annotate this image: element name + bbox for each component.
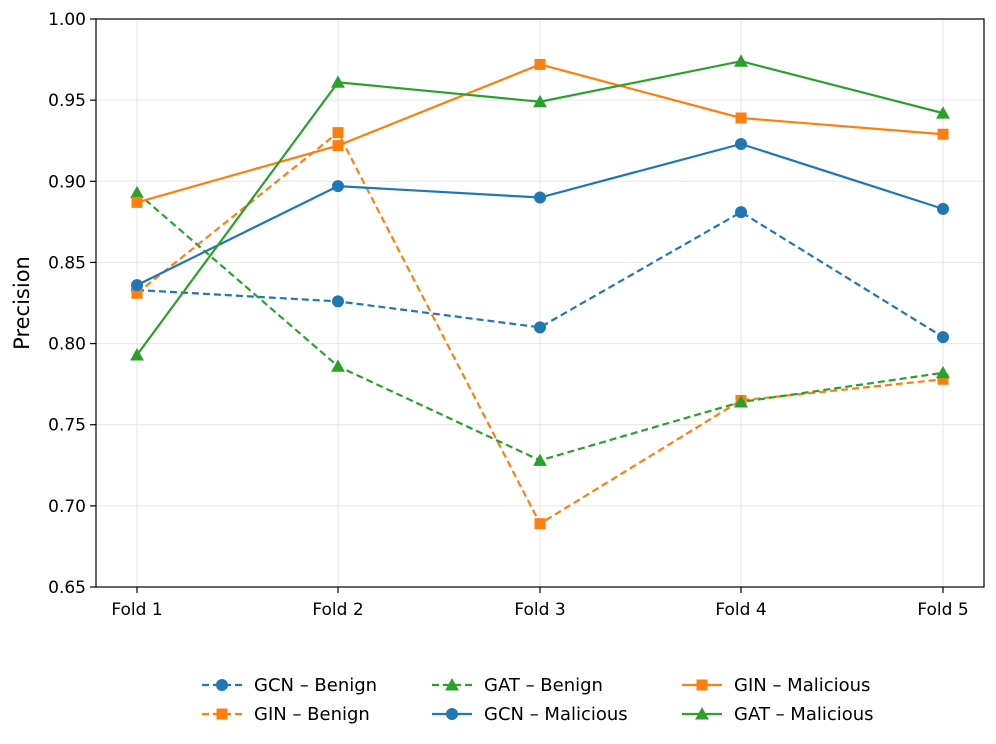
data-point (130, 185, 144, 199)
legend-marker (445, 678, 459, 691)
series-4 (131, 58, 949, 208)
data-point (533, 94, 547, 108)
legend-label: GAT – Malicious (734, 704, 874, 725)
legend-label: GIN – Benign (254, 704, 370, 725)
y-tick-label: 0.70 (48, 497, 86, 517)
y-tick-label: 0.80 (48, 335, 86, 355)
legend-marker (695, 707, 709, 720)
data-point (131, 196, 143, 208)
data-point (734, 54, 748, 67)
data-point (131, 279, 143, 292)
data-point (734, 395, 748, 408)
legend-marker (216, 679, 228, 691)
data-point (533, 453, 547, 466)
axes: 0.65 0.70 0.75 0.80 0.85 0.90 0.95 1.00 Fold 1 Fo… (10, 10, 985, 620)
data-point (534, 191, 546, 204)
legend-entry: GIN – Benign (202, 704, 370, 725)
y-tick-label: 1.00 (48, 10, 86, 30)
data-point (332, 295, 344, 308)
series-5 (130, 54, 950, 361)
data-point (331, 359, 345, 372)
data-point (534, 321, 546, 334)
series-3 (131, 137, 949, 292)
data-point (937, 373, 949, 385)
legend-marker (216, 708, 228, 720)
legend-entry: GCN – Malicious (432, 704, 628, 725)
data-point (131, 287, 143, 299)
data-point (936, 365, 950, 379)
data-point (937, 128, 949, 140)
data-point (735, 206, 747, 219)
data-point (332, 180, 344, 193)
series-2 (130, 185, 950, 466)
legend-marker (696, 679, 708, 691)
legend-entry: GCN – Benign (202, 675, 377, 696)
legend-label: GCN – Benign (254, 675, 377, 696)
series-line (136, 210, 944, 339)
data-point (937, 202, 949, 215)
legend-marker (446, 708, 458, 720)
series-layer (130, 54, 950, 530)
data-point (735, 137, 747, 150)
data-point (332, 140, 344, 152)
data-point (331, 75, 345, 88)
x-tick-label: Fold 2 (312, 600, 363, 620)
data-point (534, 58, 546, 70)
y-axis-label: Precision (10, 256, 34, 350)
legend-entry: GIN – Malicious (682, 675, 870, 696)
data-point (534, 518, 546, 530)
x-tick-label: Fold 3 (514, 600, 565, 620)
data-point (735, 112, 747, 124)
data-point (332, 127, 344, 139)
x-tick-label: Fold 1 (111, 600, 162, 620)
legend-entry: GAT – Benign (432, 675, 603, 696)
legend-label: GCN – Malicious (484, 704, 628, 725)
y-tick-label: 0.95 (48, 91, 86, 111)
y-tick-label: 0.85 (48, 253, 86, 273)
legend-label: GIN – Malicious (734, 675, 870, 696)
y-tick-label: 0.75 (48, 416, 86, 436)
data-point (937, 331, 949, 344)
y-tick-label: 0.90 (48, 172, 86, 192)
y-tick-label: 0.65 (48, 578, 86, 598)
data-point (130, 348, 144, 361)
x-tick-label: Fold 4 (715, 600, 766, 620)
x-tick-label: Fold 5 (917, 600, 968, 620)
legend: GCN – Benign GIN – Benign GAT – Benign GCN … (202, 675, 874, 725)
data-point (936, 106, 950, 119)
legend-entry: GAT – Malicious (682, 704, 874, 725)
legend-label: GAT – Benign (484, 675, 603, 696)
